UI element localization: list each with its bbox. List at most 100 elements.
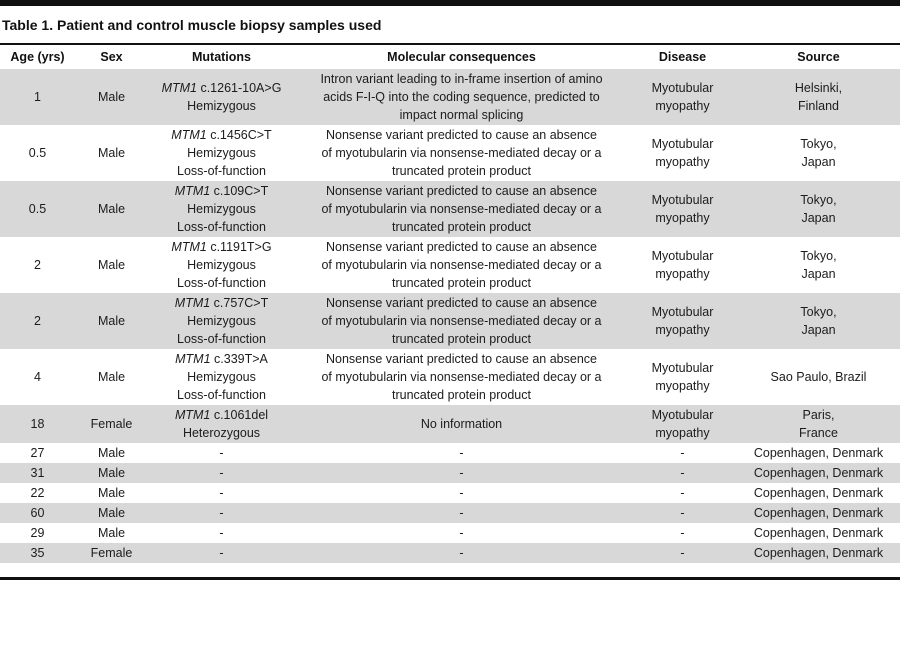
cell-disease: Myotubular myopathy: [651, 408, 714, 440]
cell-mutations: MTM1 c.1456C>T Hemizygous Loss-of-functi…: [171, 128, 272, 178]
gene-symbol: MTM1: [174, 408, 211, 422]
cell-mutations: -: [219, 506, 224, 520]
gene-symbol: MTM1: [175, 352, 211, 366]
cell-age: 4: [34, 370, 41, 384]
cell-sex: Male: [97, 526, 126, 540]
gene-symbol: MTM1: [171, 240, 207, 254]
cell-mutations: MTM1 c.109C>T Hemizygous Loss-of-functio…: [174, 184, 269, 234]
cell-source: Copenhagen, Denmark: [753, 506, 884, 520]
cell-source: Copenhagen, Denmark: [753, 466, 884, 480]
cell-source: Paris, France: [799, 408, 838, 440]
cell-disease: -: [680, 526, 685, 540]
cell-source: Copenhagen, Denmark: [753, 546, 884, 560]
cell-consequences: Nonsense variant predicted to cause an a…: [321, 296, 602, 346]
cell-age: 2: [34, 258, 41, 272]
cell-consequences: Intron variant leading to in-frame inser…: [320, 72, 603, 122]
cell-disease: -: [680, 506, 685, 520]
cell-age: 1: [34, 90, 41, 104]
cell-sex: Female: [90, 546, 133, 560]
cell-age: 2: [34, 314, 41, 328]
table-row: 27 Male - - - Copenhagen, Denmark: [0, 443, 900, 463]
cell-age: 60: [30, 506, 45, 520]
cell-consequences: Nonsense variant predicted to cause an a…: [321, 352, 602, 402]
cell-disease: -: [680, 486, 685, 500]
table-row: 0.5 Male MTM1 c.1456C>T Hemizygous Loss-of…: [0, 125, 900, 181]
table-row: 60 Male - - - Copenhagen, Denmark: [0, 503, 900, 523]
cell-consequences: Nonsense variant predicted to cause an a…: [321, 184, 602, 234]
cell-mutations: MTM1 c.339T>A Hemizygous Loss-of-functio…: [175, 352, 268, 402]
table-row: 35 Female - - - Copenhagen, Denmark: [0, 543, 900, 563]
cell-consequences: -: [459, 506, 464, 520]
table-row: 4 Male MTM1 c.339T>A Hemizygous Loss-of-fu…: [0, 349, 900, 405]
table-row: 18 Female MTM1 c.1061del Heterozygous No in…: [0, 405, 900, 443]
cell-sex: Male: [97, 370, 126, 384]
cell-mutations: MTM1 c.1061del Heterozygous: [174, 408, 269, 440]
column-header-mutations: Mutations: [191, 50, 252, 64]
cell-source: Copenhagen, Denmark: [753, 526, 884, 540]
top-rule: [0, 0, 900, 6]
cell-sex: Male: [97, 258, 126, 272]
cell-age: 31: [30, 466, 45, 480]
table-row: 2 Male MTM1 c.757C>T Hemizygous Loss-of-fu…: [0, 293, 900, 349]
cell-source: Tokyo, Japan: [800, 137, 837, 169]
cell-source: Sao Paulo, Brazil: [770, 370, 867, 384]
cell-consequences: No information: [420, 417, 503, 431]
column-header-disease: Disease: [658, 50, 707, 64]
cell-age: 29: [30, 526, 45, 540]
cell-consequences: -: [459, 486, 464, 500]
cell-source: Helsinki, Finland: [794, 81, 843, 113]
cell-disease: Myotubular myopathy: [651, 361, 714, 393]
cell-source: Copenhagen, Denmark: [753, 486, 884, 500]
cell-age: 22: [30, 486, 45, 500]
cell-sex: Male: [97, 202, 126, 216]
cell-consequences: Nonsense variant predicted to cause an a…: [321, 128, 602, 178]
cell-consequences: -: [459, 546, 464, 560]
cell-consequences: -: [459, 446, 464, 460]
table-row: 0.5 Male MTM1 c.109C>T Hemizygous Loss-of-…: [0, 181, 900, 237]
cell-disease: Myotubular myopathy: [651, 137, 714, 169]
gene-symbol: MTM1: [171, 128, 207, 142]
cell-disease: -: [680, 546, 685, 560]
gene-symbol: MTM1: [174, 184, 211, 198]
cell-consequences: -: [459, 466, 464, 480]
table-row: 29 Male - - - Copenhagen, Denmark: [0, 523, 900, 543]
cell-source: Tokyo, Japan: [800, 249, 837, 281]
column-header-source: Source: [797, 50, 840, 64]
cell-mutations: -: [219, 546, 224, 560]
table-row: 31 Male - - - Copenhagen, Denmark: [0, 463, 900, 483]
table-body: 1 Male MTM1 c.1261-10A>G Hemizygous Intron …: [0, 69, 900, 563]
cell-disease: Myotubular myopathy: [651, 81, 714, 113]
cell-mutations: -: [219, 446, 224, 460]
cell-sex: Male: [97, 90, 126, 104]
column-header-consequences: Molecular consequences: [387, 50, 536, 64]
cell-mutations: MTM1 c.1191T>G Hemizygous Loss-of-functi…: [171, 240, 272, 290]
cell-sex: Male: [97, 314, 126, 328]
cell-disease: Myotubular myopathy: [651, 305, 714, 337]
cell-mutations: MTM1 c.757C>T Hemizygous Loss-of-functio…: [174, 296, 269, 346]
cell-mutations: -: [219, 526, 224, 540]
column-header-age: Age (yrs): [10, 50, 65, 64]
table-row: 1 Male MTM1 c.1261-10A>G Hemizygous Intron …: [0, 69, 900, 125]
cell-age: 0.5: [28, 146, 47, 160]
cell-source: Tokyo, Japan: [800, 193, 837, 225]
cell-sex: Female: [90, 417, 133, 431]
cell-source: Tokyo, Japan: [800, 305, 837, 337]
cell-age: 27: [30, 446, 45, 460]
cell-age: 0.5: [28, 202, 47, 216]
cell-source: Copenhagen, Denmark: [753, 446, 884, 460]
cell-sex: Male: [97, 506, 126, 520]
cell-consequences: -: [459, 526, 464, 540]
header-row: Age (yrs) Sex Mutations Molecular conseq…: [0, 44, 900, 69]
cell-mutations: -: [219, 486, 224, 500]
cell-mutations: MTM1 c.1261-10A>G Hemizygous: [161, 81, 282, 113]
cell-disease: Myotubular myopathy: [651, 249, 714, 281]
cell-sex: Male: [97, 446, 126, 460]
cell-disease: -: [680, 466, 685, 480]
column-header-sex: Sex: [100, 50, 123, 64]
cell-mutations: -: [219, 466, 224, 480]
cell-sex: Male: [97, 146, 126, 160]
cell-disease: -: [680, 446, 685, 460]
table-title: Table 1. Patient and control muscle biop…: [2, 17, 382, 33]
cell-age: 18: [30, 417, 45, 431]
